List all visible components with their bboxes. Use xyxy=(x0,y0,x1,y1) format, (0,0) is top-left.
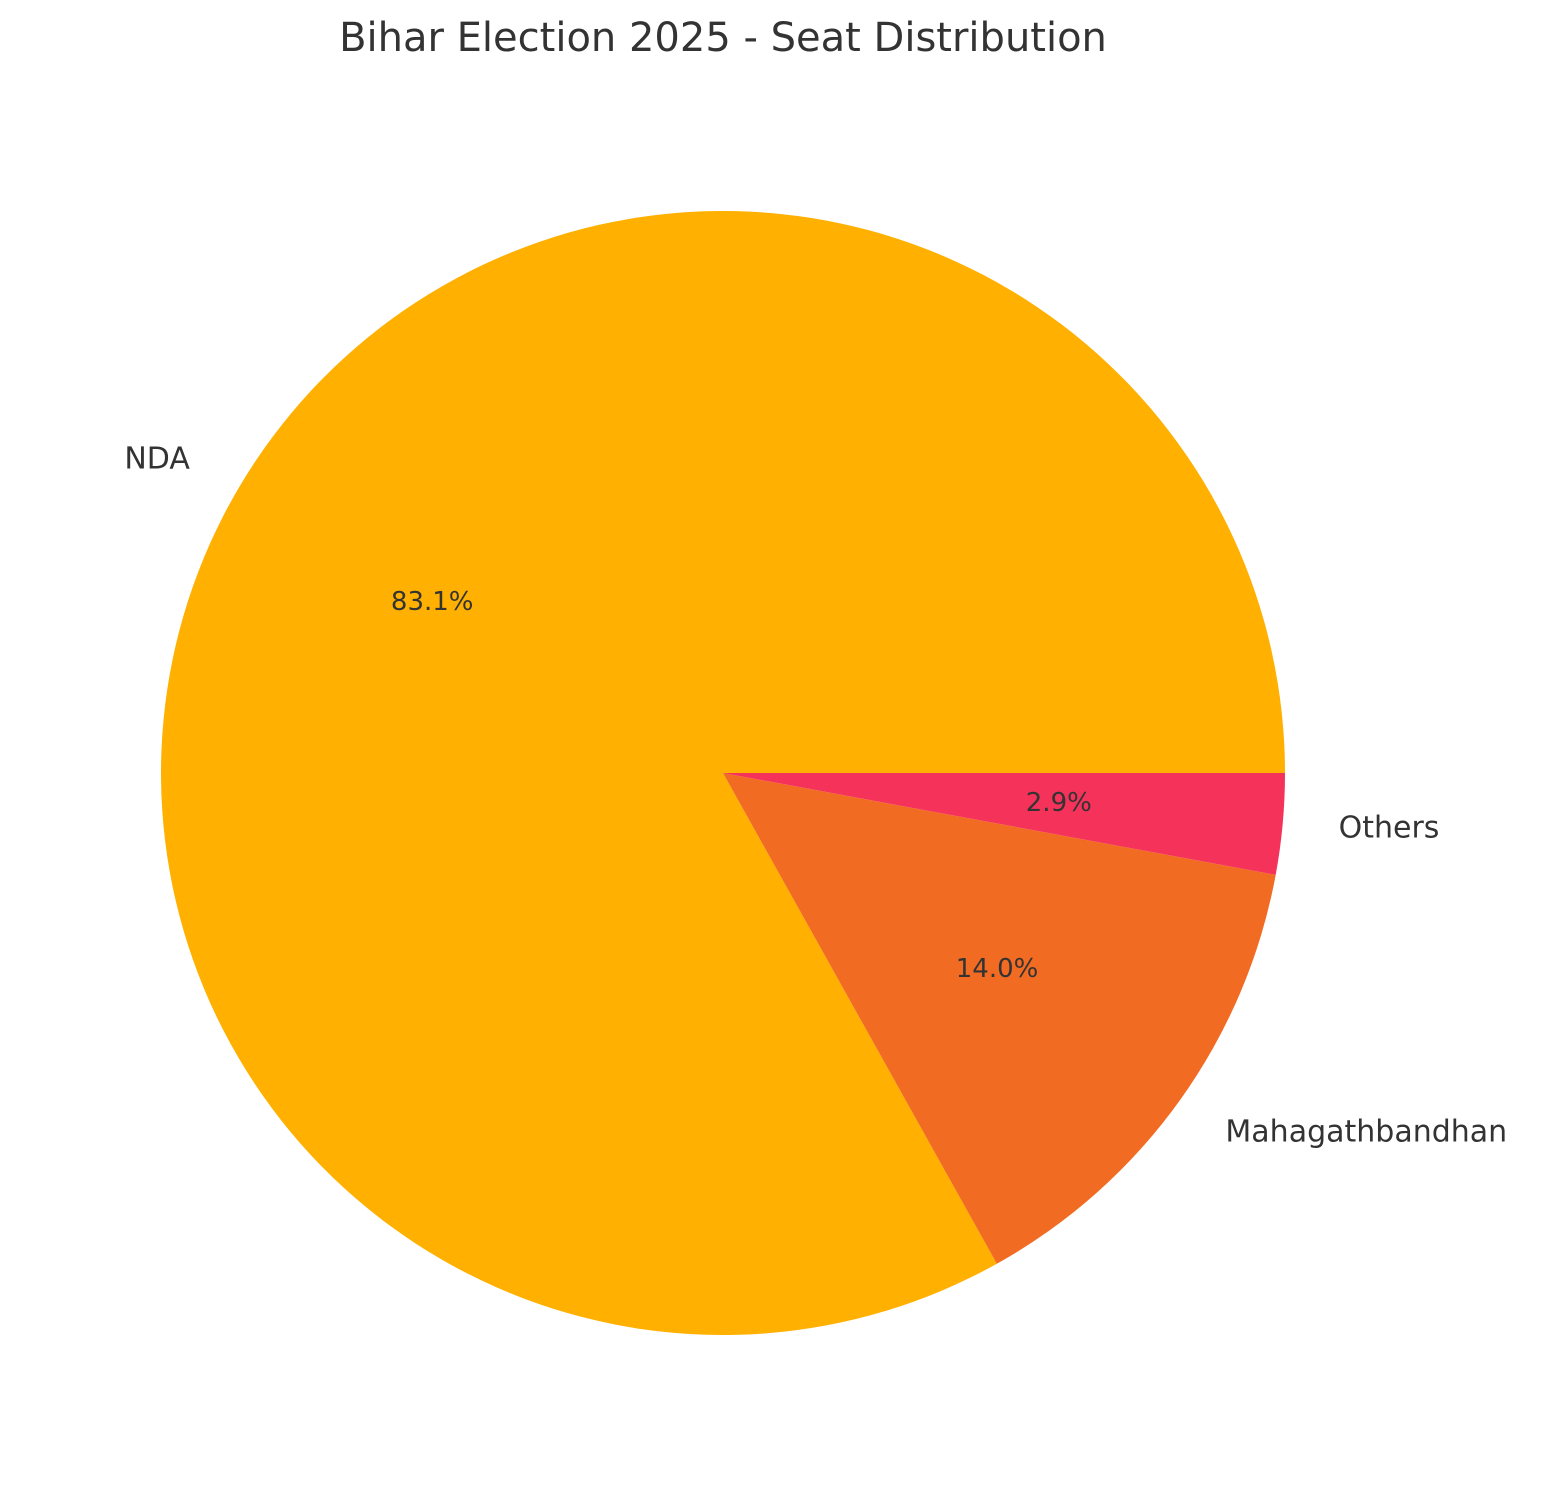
value-label: 83.1% xyxy=(391,587,474,617)
chart-title: Bihar Election 2025 - Seat Distribution xyxy=(339,15,1107,61)
value-label: 14.0% xyxy=(956,954,1039,984)
pie-slice xyxy=(723,773,1276,1264)
value-label: 2.9% xyxy=(1026,788,1092,818)
slice-label: Others xyxy=(1339,811,1440,846)
slice-label: Mahagathbandhan xyxy=(1225,1115,1507,1150)
pie-slice xyxy=(723,773,1285,875)
slice-label: NDA xyxy=(124,441,190,476)
